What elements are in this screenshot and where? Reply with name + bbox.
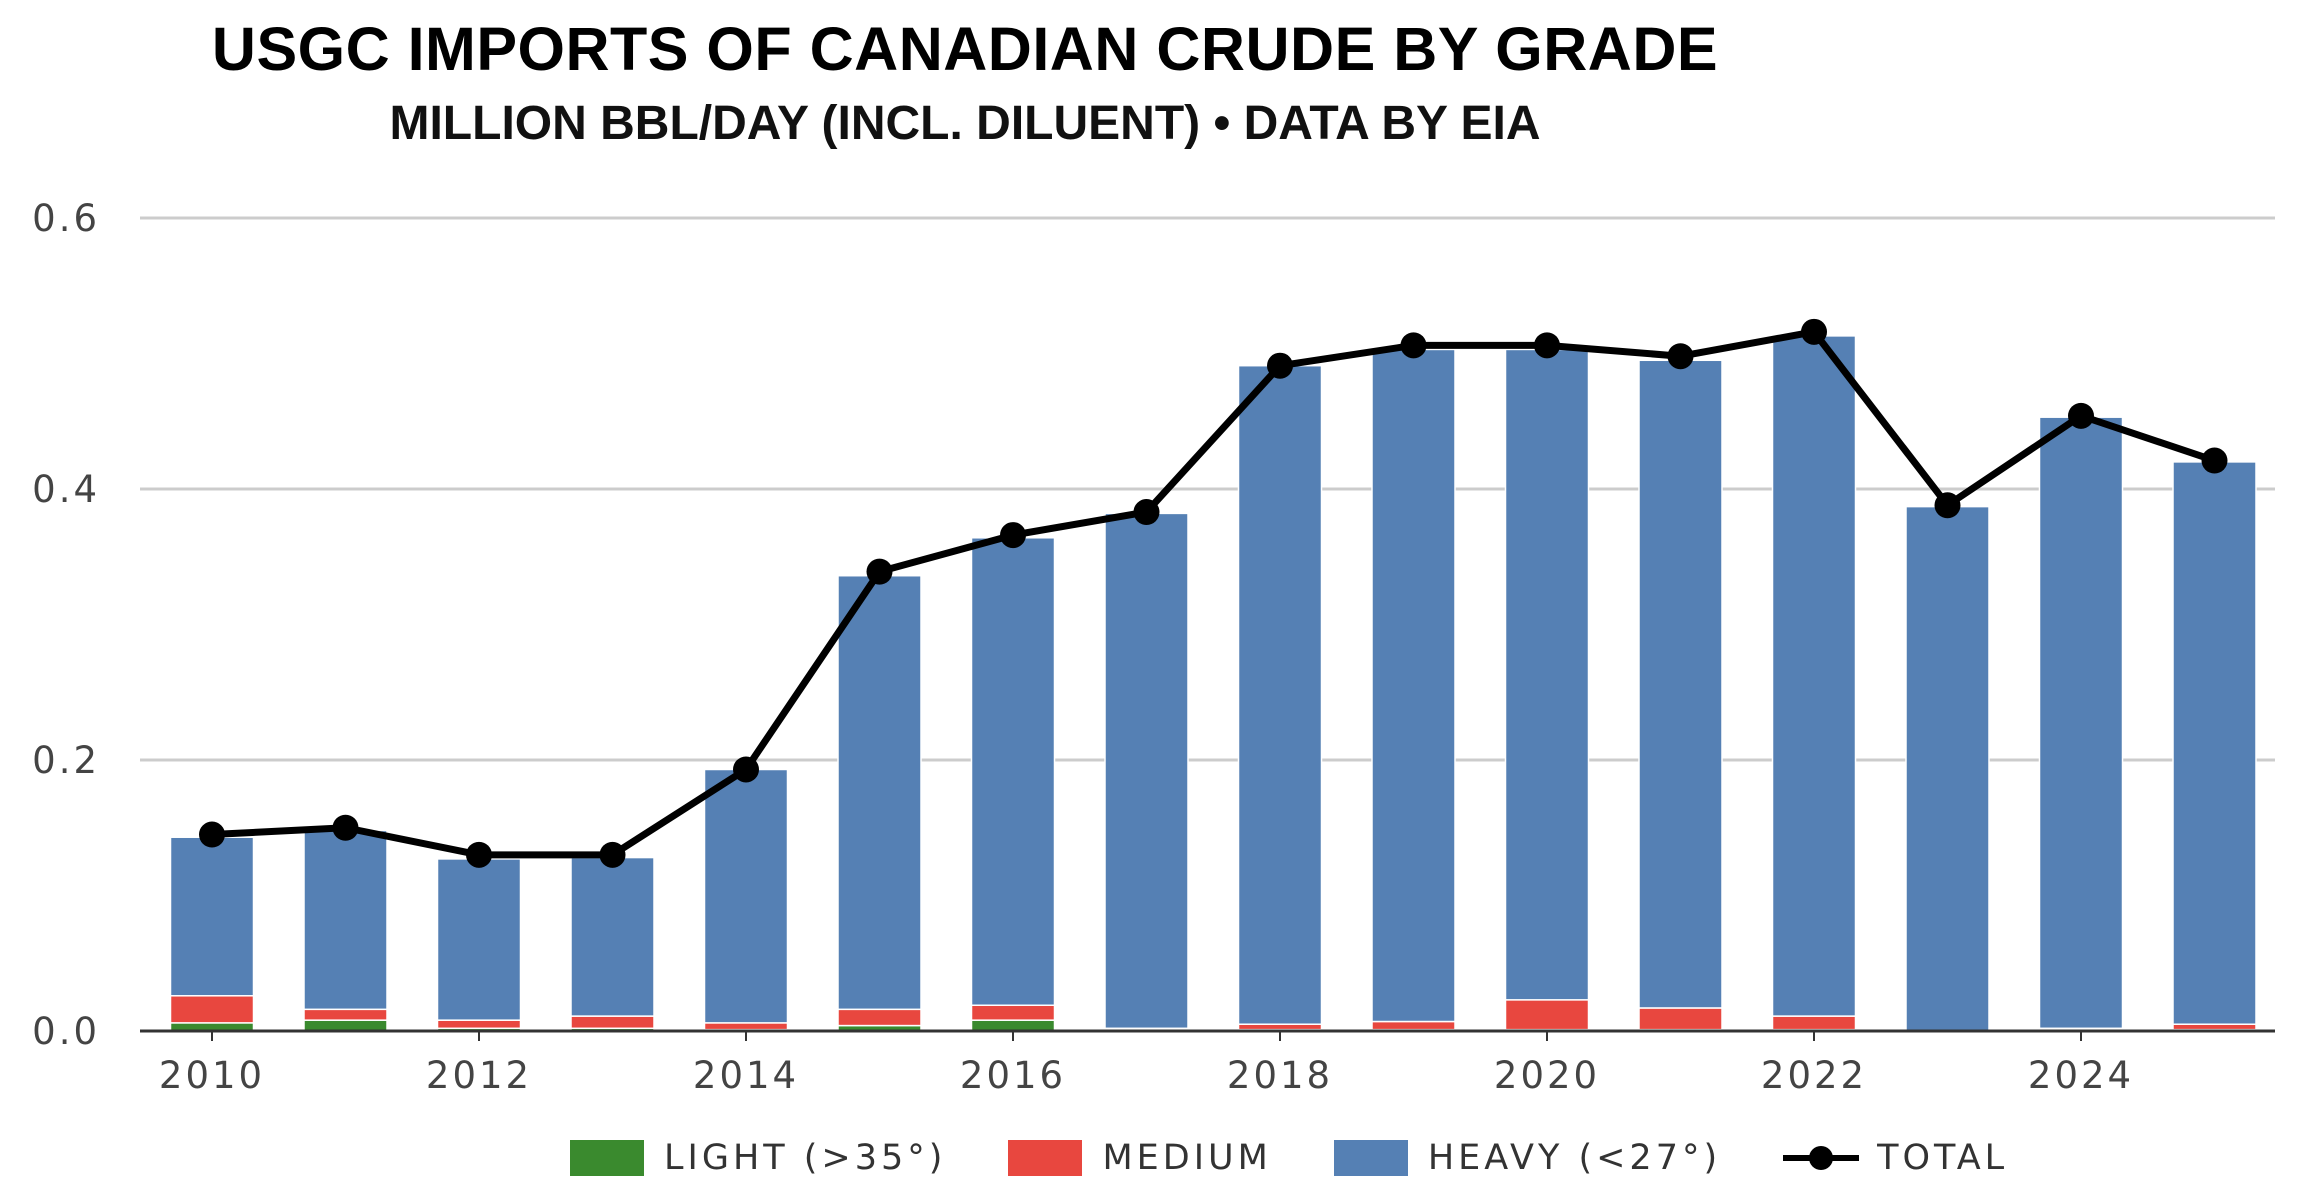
legend-item-total: TOTAL — [1783, 1138, 2008, 1178]
x-tick-label: 2018 — [1227, 1054, 1333, 1097]
bar-medium-2020 — [1504, 999, 1590, 1031]
total-point-2020 — [1534, 332, 1560, 359]
legend-label-light: LIGHT (>35°) — [664, 1138, 947, 1178]
total-point-2011 — [332, 814, 359, 841]
total-point-2014 — [733, 756, 759, 783]
chart-subtitle: MILLION BBL/DAY (INCL. DILUENT) • DATA B… — [389, 97, 1541, 150]
bar-medium-2018 — [1237, 1023, 1323, 1031]
bar-heavy-2010 — [169, 836, 255, 997]
total-point-2024 — [2068, 402, 2094, 429]
x-tick-label: 2016 — [960, 1054, 1066, 1097]
total-point-2012 — [466, 841, 492, 868]
total-point-2019 — [1400, 332, 1427, 359]
total-point-2010 — [199, 821, 225, 848]
total-line-path — [211, 328, 2216, 859]
bar-heavy-2020 — [1504, 348, 1590, 1001]
plot-area: 0.0 0.2 0.4 0.6 2010 2012 2014 2016 2018 2020 2022… — [32, 197, 2275, 1097]
bar-medium-2010 — [169, 995, 255, 1024]
legend-line-total — [1783, 1140, 1860, 1176]
total-point-2025 — [2201, 447, 2228, 474]
legend-swatch-heavy — [1333, 1140, 1408, 1176]
total-point-2022 — [1801, 318, 1827, 345]
bar-heavy-2018 — [1237, 364, 1323, 1025]
total-point-2015 — [866, 558, 893, 585]
legend-item-medium: MEDIUM — [1008, 1138, 1271, 1178]
bar-medium-2015 — [837, 1008, 922, 1027]
axes — [140, 1029, 2275, 1041]
bar-medium-2025 — [2172, 1023, 2257, 1031]
x-tick-label: 2012 — [426, 1054, 532, 1097]
y-tick-label: 0.2 — [32, 739, 100, 782]
bars — [169, 335, 2257, 1032]
bar-light-2011 — [303, 1019, 388, 1032]
legend-label-heavy: HEAVY (<27°) — [1427, 1138, 1722, 1178]
bar-heavy-2012 — [436, 858, 522, 1021]
bar-heavy-2014 — [703, 768, 789, 1024]
y-tick-label: 0.6 — [32, 197, 100, 240]
total-point-2018 — [1267, 352, 1293, 379]
legend-swatch-light — [570, 1140, 644, 1176]
bar-medium-2016 — [970, 1004, 1056, 1021]
y-tick-label: 0.4 — [32, 468, 100, 511]
total-point-2021 — [1667, 343, 1694, 370]
tick-labels: 0.0 0.2 0.4 0.6 2010 2012 2014 2016 2018 2020 2022… — [32, 197, 2134, 1097]
bar-heavy-2023 — [1905, 505, 1990, 1032]
total-point-2023 — [1934, 492, 1961, 519]
bar-heavy-2015 — [837, 574, 922, 1011]
bar-light-2016 — [970, 1019, 1056, 1032]
bar-heavy-2019 — [1371, 348, 1456, 1023]
legend-item-heavy: HEAVY (<27°) — [1333, 1138, 1722, 1178]
bar-heavy-2021 — [1638, 359, 1723, 1009]
bar-medium-2022 — [1771, 1015, 1857, 1031]
bar-heavy-2024 — [2038, 416, 2124, 1030]
legend-item-light: LIGHT (>35°) — [570, 1138, 946, 1178]
bar-heavy-2016 — [970, 537, 1056, 1007]
total-point-2013 — [599, 841, 626, 868]
bar-heavy-2017 — [1104, 512, 1189, 1030]
y-tick-label: 0.0 — [32, 1010, 100, 1053]
x-tick-label: 2010 — [159, 1054, 265, 1097]
bar-medium-2013 — [570, 1015, 655, 1030]
legend-label-total: TOTAL — [1877, 1138, 2009, 1178]
bar-heavy-2022 — [1771, 335, 1857, 1017]
x-tick-label: 2014 — [693, 1054, 799, 1097]
bar-heavy-2013 — [570, 856, 655, 1017]
total-point-2016 — [1000, 522, 1026, 549]
bar-medium-2011 — [303, 1008, 388, 1021]
bar-heavy-2011 — [303, 829, 388, 1011]
bar-medium-2019 — [1371, 1020, 1456, 1031]
bar-medium-2014 — [703, 1022, 789, 1031]
legend-label-medium: MEDIUM — [1102, 1138, 1272, 1178]
bar-heavy-2025 — [2172, 461, 2257, 1025]
x-tick-label: 2022 — [1761, 1054, 1867, 1097]
legend-swatch-medium — [1008, 1140, 1083, 1176]
legend: LIGHT (>35°) MEDIUM HEAVY (<27°) TOTAL — [570, 1135, 2070, 1181]
x-tick-label: 2020 — [1494, 1054, 1600, 1097]
chart-title: USGC IMPORTS OF CANADIAN CRUDE BY GRADE — [211, 15, 1719, 83]
bar-medium-2021 — [1638, 1007, 1723, 1031]
x-tick-label: 2024 — [2028, 1054, 2134, 1097]
total-point-2017 — [1133, 499, 1160, 526]
total-line — [199, 318, 2228, 868]
bar-medium-2012 — [436, 1019, 522, 1030]
